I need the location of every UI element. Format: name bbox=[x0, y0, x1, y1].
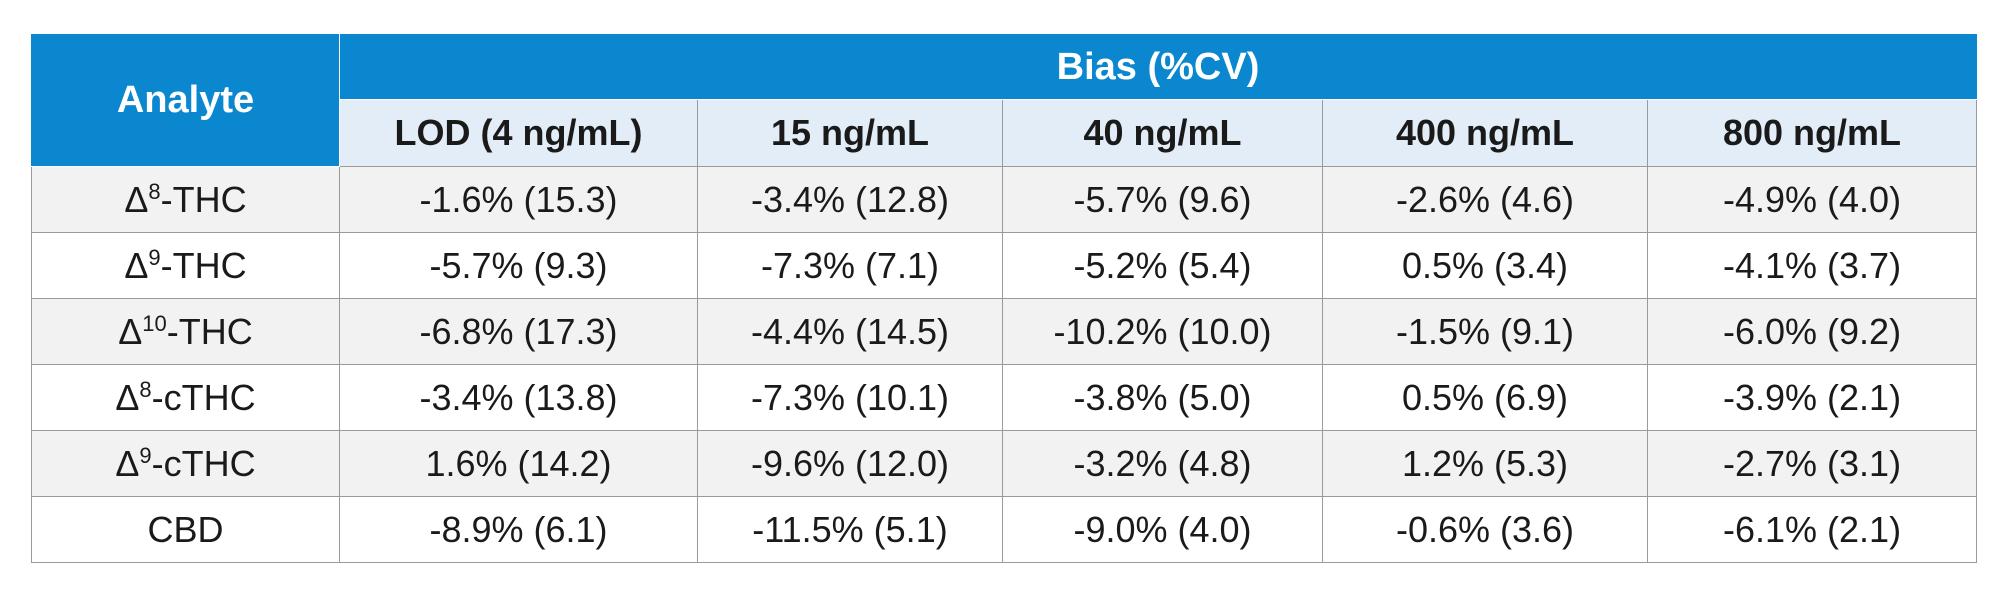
value-cell: -6.8% (17.3) bbox=[339, 298, 698, 365]
value-cell: -3.4% (12.8) bbox=[697, 166, 1003, 233]
value-cell: -2.6% (4.6) bbox=[1322, 166, 1648, 233]
value-cell: -6.1% (2.1) bbox=[1646, 496, 1978, 563]
analyte-superscript: 8 bbox=[148, 178, 161, 204]
value-cell: -4.9% (4.0) bbox=[1646, 166, 1978, 233]
analyte-cell: Δ8-cTHC bbox=[31, 364, 340, 431]
column-header-lod: LOD (4 ng/mL) bbox=[339, 99, 698, 167]
analyte-header: Analyte bbox=[31, 34, 340, 167]
table-row: Δ9-THC -5.7% (9.3) -7.3% (7.1) -5.2% (5.4) 0… bbox=[31, 232, 1978, 299]
analyte-superscript: 9 bbox=[148, 244, 161, 270]
table-row: Δ9-cTHC 1.6% (14.2) -9.6% (12.0) -3.2% (4.8… bbox=[31, 430, 1978, 497]
value-cell: -5.7% (9.6) bbox=[1002, 166, 1323, 233]
results-table-container: Analyte Bias (%CV) LOD (4 ng/mL) 15 ng/m… bbox=[31, 34, 1978, 563]
value-cell: -4.1% (3.7) bbox=[1646, 232, 1978, 299]
value-cell: -4.4% (14.5) bbox=[697, 298, 1003, 365]
value-cell: 0.5% (6.9) bbox=[1322, 364, 1648, 431]
column-header-40: 40 ng/mL bbox=[1002, 99, 1323, 167]
value-cell: -11.5% (5.1) bbox=[697, 496, 1003, 563]
bias-cv-table: Analyte Bias (%CV) LOD (4 ng/mL) 15 ng/m… bbox=[31, 34, 1978, 563]
value-cell: -3.9% (2.1) bbox=[1646, 364, 1978, 431]
analyte-superscript: 9 bbox=[139, 442, 152, 468]
analyte-prefix: Δ bbox=[115, 376, 140, 418]
value-cell: -1.6% (15.3) bbox=[339, 166, 698, 233]
value-cell: -7.3% (10.1) bbox=[697, 364, 1003, 431]
table-row: Δ8-THC -1.6% (15.3) -3.4% (12.8) -5.7% (9.6… bbox=[31, 166, 1978, 233]
table-row: Δ8-cTHC -3.4% (13.8) -7.3% (10.1) -3.8% (5.… bbox=[31, 364, 1978, 431]
value-cell: -10.2% (10.0) bbox=[1002, 298, 1323, 365]
column-header-15: 15 ng/mL bbox=[697, 99, 1003, 167]
analyte-name: -THC bbox=[166, 310, 253, 352]
analyte-cell: Δ9-THC bbox=[31, 232, 340, 299]
value-cell: 0.5% (3.4) bbox=[1322, 232, 1648, 299]
bias-cv-group-header: Bias (%CV) bbox=[338, 34, 1978, 100]
value-cell: -9.6% (12.0) bbox=[697, 430, 1003, 497]
analyte-cell: Δ8-THC bbox=[31, 166, 340, 233]
value-cell: -9.0% (4.0) bbox=[1002, 496, 1323, 563]
table-row: CBD -8.9% (6.1) -11.5% (5.1) -9.0% (4.0) -0.… bbox=[31, 496, 1978, 563]
analyte-name: CBD bbox=[147, 508, 224, 550]
value-cell: -8.9% (6.1) bbox=[339, 496, 698, 563]
value-cell: -2.7% (3.1) bbox=[1646, 430, 1978, 497]
analyte-name: -THC bbox=[160, 244, 247, 286]
value-cell: -3.4% (13.8) bbox=[339, 364, 698, 431]
analyte-prefix: Δ bbox=[124, 244, 149, 286]
analyte-prefix: Δ bbox=[118, 310, 143, 352]
value-cell: 1.2% (5.3) bbox=[1322, 430, 1648, 497]
value-cell: -3.2% (4.8) bbox=[1002, 430, 1323, 497]
concentration-header-row: LOD (4 ng/mL) 15 ng/mL 40 ng/mL 400 ng/m… bbox=[32, 99, 1978, 167]
table-row: Δ10-THC -6.8% (17.3) -4.4% (14.5) -10.2% (1… bbox=[31, 298, 1978, 365]
table-body: Δ8-THC -1.6% (15.3) -3.4% (12.8) -5.7% (9.6… bbox=[31, 166, 1978, 563]
analyte-cell: Δ10-THC bbox=[31, 298, 340, 365]
analyte-cell: CBD bbox=[31, 496, 340, 563]
analyte-superscript: 8 bbox=[139, 376, 152, 402]
group-header-row: Analyte Bias (%CV) bbox=[31, 34, 1978, 167]
analyte-prefix: Δ bbox=[115, 442, 140, 484]
analyte-name: -cTHC bbox=[151, 376, 256, 418]
analyte-name: -cTHC bbox=[151, 442, 256, 484]
column-header-800: 800 ng/mL bbox=[1646, 99, 1978, 167]
column-header-400: 400 ng/mL bbox=[1322, 99, 1648, 167]
value-cell: 1.6% (14.2) bbox=[339, 430, 698, 497]
value-cell: -0.6% (3.6) bbox=[1322, 496, 1648, 563]
value-cell: -7.3% (7.1) bbox=[697, 232, 1003, 299]
value-cell: -1.5% (9.1) bbox=[1322, 298, 1648, 365]
analyte-name: -THC bbox=[160, 178, 247, 220]
value-cell: -3.8% (5.0) bbox=[1002, 364, 1323, 431]
value-cell: -5.2% (5.4) bbox=[1002, 232, 1323, 299]
analyte-prefix: Δ bbox=[124, 178, 149, 220]
value-cell: -6.0% (9.2) bbox=[1646, 298, 1978, 365]
value-cell: -5.7% (9.3) bbox=[339, 232, 698, 299]
analyte-superscript: 10 bbox=[142, 310, 167, 336]
analyte-cell: Δ9-cTHC bbox=[31, 430, 340, 497]
